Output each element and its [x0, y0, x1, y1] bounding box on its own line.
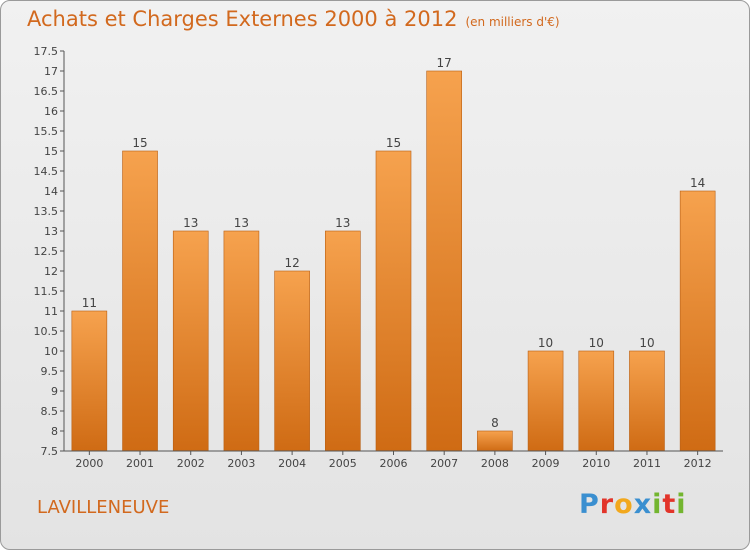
bar-value-label: 11 — [82, 296, 97, 310]
logo-letter: r — [599, 489, 615, 520]
bar-value-label: 10 — [639, 336, 654, 350]
bar-value-label: 10 — [538, 336, 553, 350]
bar — [477, 430, 513, 452]
y-tick-label: 16.5 — [34, 85, 59, 98]
bar — [122, 150, 158, 452]
logo-letter: t — [662, 489, 677, 520]
bar — [679, 190, 716, 452]
bar — [223, 230, 260, 452]
x-tick-label: 2006 — [380, 457, 408, 470]
chart-title: Achats et Charges Externes 2000 à 2012 (e… — [27, 7, 560, 31]
x-tick-label: 2000 — [75, 457, 103, 470]
bar — [172, 230, 209, 452]
x-tick-label: 2005 — [329, 457, 357, 470]
bar-value-label: 13 — [335, 216, 350, 230]
y-tick-label: 8 — [51, 425, 58, 438]
y-tick-label: 10 — [44, 345, 58, 358]
bar — [71, 310, 108, 452]
chart-title-unit: (en milliers d'€) — [465, 15, 560, 29]
bar — [325, 230, 361, 452]
x-tick-label: 2003 — [227, 457, 255, 470]
bar-value-label: 13 — [183, 216, 198, 230]
bar-value-label: 12 — [284, 256, 299, 270]
x-tick-label: 2009 — [532, 457, 560, 470]
x-tick-label: 2002 — [177, 457, 205, 470]
x-tick-label: 2007 — [430, 457, 458, 470]
x-tick-label: 2010 — [582, 457, 610, 470]
bar-value-label: 15 — [132, 136, 147, 150]
y-tick-label: 16 — [44, 105, 58, 118]
bar-value-label: 10 — [589, 336, 604, 350]
x-tick-label: 2004 — [278, 457, 306, 470]
bar — [629, 350, 665, 452]
logo-letter: x — [633, 489, 653, 520]
y-tick-label: 9.5 — [41, 365, 59, 378]
logo-letter: i — [652, 489, 663, 520]
x-tick-label: 2008 — [481, 457, 509, 470]
y-tick-label: 8.5 — [41, 405, 59, 418]
commune-name: LAVILLENEUVE — [37, 497, 170, 518]
x-tick-label: 2012 — [684, 457, 712, 470]
x-tick-label: 2011 — [633, 457, 661, 470]
y-tick-label: 10.5 — [34, 325, 59, 338]
y-tick-label: 11.5 — [34, 285, 59, 298]
logo-letter: o — [614, 489, 634, 520]
bar — [274, 270, 310, 452]
y-tick-label: 13.5 — [34, 205, 59, 218]
y-tick-label: 13 — [44, 225, 58, 238]
y-tick-label: 14.5 — [34, 165, 59, 178]
logo-letter: i — [676, 489, 687, 520]
y-axis: 7.5 8 8.5 9 9.5 10 10.5 11 11.5 12 12.5 13 13.5 14 14.… — [34, 45, 65, 458]
bar-value-label: 14 — [690, 176, 705, 190]
bar-value-label: 15 — [386, 136, 401, 150]
y-tick-label: 14 — [44, 185, 58, 198]
y-tick-label: 17 — [44, 65, 58, 78]
logo-letter: P — [579, 489, 600, 520]
bar — [527, 350, 564, 452]
y-tick-label: 11 — [44, 305, 58, 318]
y-tick-label: 15.5 — [34, 125, 59, 138]
y-tick-label: 15 — [44, 145, 58, 158]
bar-value-label: 17 — [437, 56, 452, 70]
bar-value-label: 13 — [234, 216, 249, 230]
bar — [375, 150, 412, 452]
proxiti-logo: Proxiti — [579, 489, 687, 520]
bar-value-label: 8 — [491, 416, 499, 430]
y-tick-label: 7.5 — [41, 445, 59, 458]
y-tick-label: 12 — [44, 265, 58, 278]
y-tick-label: 17.5 — [34, 45, 59, 58]
bar — [578, 350, 615, 452]
bar — [426, 70, 462, 452]
x-axis: 2000 2001 2002 2003 2004 2005 2006 2007 2008 2009… — [64, 450, 723, 470]
y-tick-label: 9 — [51, 385, 58, 398]
chart-title-text: Achats et Charges Externes 2000 à 2012 — [27, 7, 458, 31]
y-tick-label: 12.5 — [34, 245, 59, 258]
x-tick-label: 2001 — [126, 457, 154, 470]
bars: 11 15 13 13 12 13 15 17 8 10 10 10 14 — [71, 56, 716, 452]
